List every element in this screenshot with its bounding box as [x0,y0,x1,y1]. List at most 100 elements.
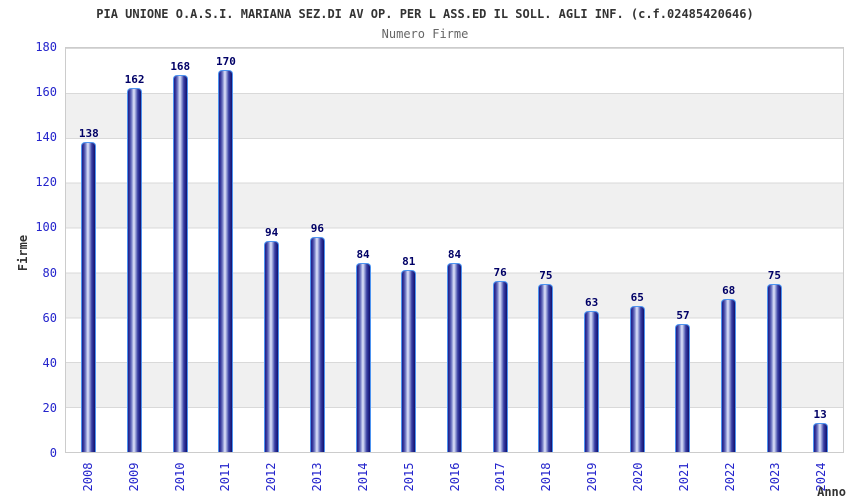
y-tick-label: 0 [49,446,57,460]
bar-cell: 13 [797,48,843,452]
y-tick-label: 100 [35,220,57,235]
bar [81,142,97,452]
x-tick-cell: 2023 [752,455,798,499]
bar-cell: 68 [706,48,752,452]
bar [675,324,691,452]
bar-cell: 75 [523,48,569,452]
x-tick-cell: 2022 [707,455,753,499]
bar-value-label: 84 [356,248,370,262]
x-tick-cell: 2011 [202,455,248,499]
bar-cell: 63 [569,48,615,452]
y-tick-label: 60 [42,310,57,325]
x-tick-cell: 2013 [294,455,340,499]
bar-value-label: 75 [539,268,553,282]
bar [355,263,371,452]
bar-cell: 94 [249,48,295,452]
bar [812,422,828,452]
y-tick-label: 40 [42,355,57,370]
x-tick-cell: 2009 [111,455,157,499]
x-tick-label: 2012 [264,462,279,492]
x-tick-label: 2017 [493,462,508,492]
bar-value-label: 94 [265,226,279,240]
y-tick-label: 180 [35,40,57,54]
y-tick-label: 120 [35,175,57,190]
x-tick-label: 2013 [310,462,325,492]
x-tick-cell: 2018 [523,455,569,499]
bar-value-label: 170 [216,55,236,69]
bar-cell: 81 [386,48,432,452]
bar-value-label: 96 [310,221,324,235]
x-tick-cell: 2017 [477,455,523,499]
bar-value-label: 57 [676,309,690,323]
bar-cell: 76 [477,48,523,452]
x-tick-label: 2008 [80,462,95,492]
x-tick-cell: 2010 [157,455,203,499]
bar-cell: 170 [203,48,249,452]
bar-value-label: 138 [78,127,99,141]
bar-value-label: 13 [813,407,827,421]
x-tick-label: 2009 [126,462,141,492]
x-tick-label: 2011 [218,462,233,492]
y-axis-ticks: 0 20 40 60 80 100 120 140 160 180 [0,40,57,460]
bar-cell: 162 [112,48,158,452]
x-axis-labels: 2008 2009 2010 2011 2012 2013 2014 2015 2016 2017… [65,455,844,499]
bar-value-label: 75 [767,268,782,282]
bar-cell: 84 [340,48,386,452]
bar-cell: 65 [614,48,660,452]
bar-value-label: 76 [493,266,507,280]
bar-cell: 96 [295,48,341,452]
x-tick-cell: 2014 [340,455,386,499]
x-tick-cell: 2021 [661,455,707,499]
x-tick-cell: 2015 [386,455,432,499]
bar [401,270,417,452]
bar-value-label: 65 [630,291,644,305]
bar-value-label: 68 [722,284,736,298]
bar [218,70,234,452]
bar-value-label: 168 [170,59,191,73]
bar [584,310,600,452]
bar-cell: 75 [752,48,798,452]
bar-cell: 57 [660,48,706,452]
bar-value-label: 162 [124,73,145,87]
x-tick-label: 2014 [355,462,370,492]
chart-title: PIA UNIONE O.A.S.I. MARIANA SEZ.DI AV OP… [96,7,754,21]
bars-container: 138 162 168 170 94 96 84 81 84 76 75 63 65 57 68 75 13 [66,48,843,452]
x-tick-cell: 2020 [615,455,661,499]
bar [446,263,462,452]
bar [309,236,325,452]
y-tick-label: 140 [35,130,57,145]
bar [721,299,737,452]
x-tick-label: 2010 [172,462,187,492]
bar [264,241,280,452]
x-tick-cell: 2012 [248,455,294,499]
x-tick-cell: 2008 [65,455,111,499]
bar-value-label: 81 [402,255,416,269]
bar [538,283,554,452]
x-tick-label: 2018 [539,462,554,492]
x-tick-label: 2021 [676,462,691,492]
bar [172,74,188,452]
x-tick-cell: 2016 [432,455,478,499]
bar [629,306,645,452]
x-tick-label: 2023 [768,462,783,492]
bar-value-label: 84 [447,248,462,262]
y-axis-title: Firme [16,234,30,272]
bar-value-label: 63 [584,295,599,309]
x-tick-cell: 2019 [569,455,615,499]
chart-subtitle: Numero Firme [381,27,469,41]
x-tick-label: 2022 [722,462,737,492]
bar-cell: 168 [157,48,203,452]
x-axis-title: Anno [817,485,846,499]
bar [492,281,508,452]
bar-cell: 138 [66,48,112,452]
bar-cell: 84 [432,48,478,452]
y-tick-label: 80 [42,265,57,280]
x-tick-label: 2020 [630,462,645,492]
y-tick-label: 20 [42,400,57,415]
x-tick-label: 2019 [585,462,600,492]
bar [766,283,782,452]
plot-area: 138 162 168 170 94 96 84 81 84 76 75 63 65 57 68 75 13 [65,47,844,453]
x-tick-label: 2016 [447,462,462,492]
bar [127,88,143,452]
x-tick-label: 2015 [401,462,416,492]
